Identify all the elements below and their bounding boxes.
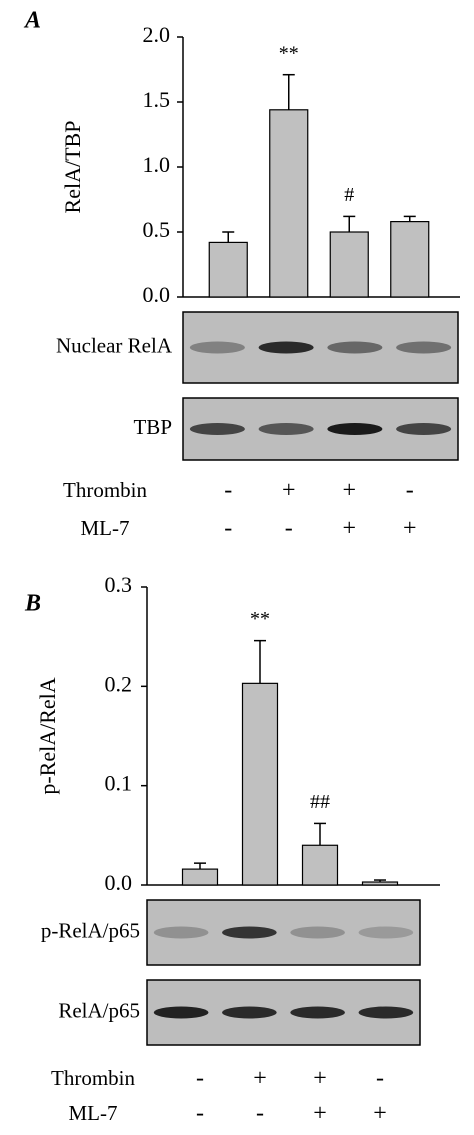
treatment-sign: +: [373, 1101, 387, 1127]
treatment-sign: -: [196, 1101, 204, 1127]
treatment-sign: +: [253, 1066, 267, 1092]
y-tick-label: 0.1: [105, 771, 133, 796]
blot-band: [327, 341, 383, 354]
blot-band: [290, 1006, 345, 1019]
bar: [181, 868, 219, 886]
significance-label: **: [279, 42, 299, 64]
treatment-label: Thrombin: [63, 478, 147, 502]
y-tick-label: 0.5: [143, 217, 171, 242]
bar: [241, 682, 279, 886]
treatment-label: ML-7: [69, 1101, 118, 1125]
error-bar: [282, 73, 295, 110]
blot-band: [327, 423, 383, 435]
treatment-label: ML-7: [81, 516, 130, 540]
bar: [301, 844, 339, 886]
y-axis-label: p-RelA/RelA: [35, 677, 60, 794]
blot-band: [358, 926, 414, 939]
bar: [329, 231, 369, 298]
blot-band: [258, 423, 314, 435]
y-tick-label: 0.3: [105, 572, 133, 597]
panel-label: B: [24, 591, 41, 617]
blot-band: [222, 1006, 277, 1019]
significance-label: **: [250, 608, 270, 630]
treatment-sign: +: [313, 1101, 327, 1127]
error-bar: [374, 879, 386, 883]
blot-band: [222, 926, 277, 939]
bar: [361, 881, 399, 886]
error-bar: [314, 822, 326, 846]
y-tick-label: 0.2: [105, 671, 133, 696]
treatment-sign: -: [196, 1066, 204, 1092]
blot-band: [396, 423, 452, 435]
bar: [390, 221, 430, 298]
bar: [208, 241, 248, 298]
treatment-sign: -: [406, 478, 414, 504]
bar: [269, 109, 309, 298]
treatment-label: Thrombin: [51, 1066, 135, 1090]
y-tick-label: 1.5: [143, 87, 171, 112]
treatment-sign: -: [224, 516, 232, 542]
blot-label: RelA/p65: [58, 998, 140, 1022]
treatment-sign: +: [342, 516, 356, 542]
blot-image: [146, 899, 421, 966]
blot-band: [396, 341, 452, 354]
blot-band: [189, 341, 245, 354]
blot-band: [258, 341, 314, 354]
error-bar: [194, 862, 206, 870]
panel-label: A: [23, 8, 41, 34]
y-tick-label: 1.0: [143, 152, 171, 177]
blot-band: [290, 926, 345, 939]
y-axis-label: RelA/TBP: [60, 121, 85, 214]
treatment-sign: -: [376, 1066, 384, 1092]
blot-band: [189, 423, 245, 435]
blot-label: p-RelA/p65: [41, 918, 140, 942]
y-tick-label: 0.0: [143, 282, 171, 307]
treatment-sign: -: [224, 478, 232, 504]
blot-label: Nuclear RelA: [56, 333, 173, 357]
blot-label: TBP: [133, 415, 172, 439]
significance-label: #: [344, 184, 354, 206]
error-bar: [222, 231, 235, 243]
blot-band: [153, 926, 209, 939]
treatment-sign: +: [342, 478, 356, 504]
treatment-sign: +: [282, 478, 296, 504]
error-bar: [343, 215, 356, 232]
y-tick-label: 0.0: [105, 870, 133, 895]
error-bar: [254, 639, 266, 684]
blot-band: [358, 1006, 414, 1019]
significance-label: ##: [310, 791, 330, 813]
blot-image: [182, 311, 459, 384]
error-bar: [403, 215, 416, 222]
blot-band: [153, 1006, 209, 1019]
treatment-sign: +: [313, 1066, 327, 1092]
treatment-sign: -: [256, 1101, 264, 1127]
treatment-sign: +: [403, 516, 417, 542]
y-tick-label: 2.0: [143, 22, 171, 47]
treatment-sign: -: [285, 516, 293, 542]
